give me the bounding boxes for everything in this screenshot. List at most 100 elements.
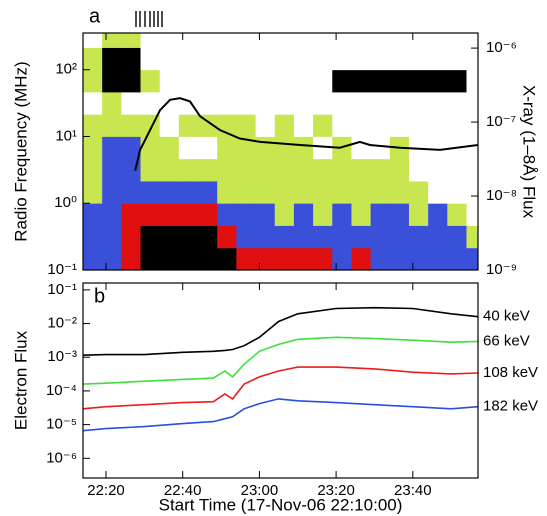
x-axis-title: Start Time (17-Nov-06 22:10:00) xyxy=(159,495,403,514)
series-line xyxy=(83,366,478,410)
x-tick-label: 23:20 xyxy=(317,482,355,499)
spectrogram-cell xyxy=(313,33,333,48)
spectrogram-cell xyxy=(370,114,391,137)
spectrogram-cell xyxy=(255,47,276,71)
xray-line xyxy=(134,97,478,171)
spectrogram-cell xyxy=(121,114,141,137)
spectrogram-cell xyxy=(255,91,276,115)
spectrogram-cell xyxy=(351,247,372,270)
spectrogram-cell xyxy=(293,203,314,226)
spectrogram-cell xyxy=(447,91,467,115)
spectrogram-cell xyxy=(178,69,199,93)
series-label: 108 keV xyxy=(483,364,538,381)
spectrogram-cell xyxy=(274,69,295,93)
spectrogram-cell xyxy=(466,114,478,137)
spectrogram-cell xyxy=(217,47,237,71)
spectrogram-cell xyxy=(313,247,333,270)
spectrogram-cell xyxy=(293,158,314,182)
x-tick-label: 23:00 xyxy=(241,482,279,499)
panel-frame xyxy=(82,282,479,479)
spectrogram-cell xyxy=(408,225,429,249)
spectrogram-cell xyxy=(447,181,467,204)
spectrogram-cell xyxy=(159,136,180,160)
spectrogram-cell xyxy=(313,181,333,204)
spectrogram-cell xyxy=(370,47,391,71)
spectrogram-cell xyxy=(428,247,448,270)
spectrogram-cell xyxy=(351,47,372,71)
spectrogram-cell xyxy=(83,33,103,48)
spectrogram-cell xyxy=(83,69,103,93)
spectrogram-cell xyxy=(428,114,448,137)
spectrogram-cell xyxy=(274,158,295,182)
spectrogram-cell xyxy=(408,33,429,48)
spectrogram-cell xyxy=(332,47,352,71)
spectrogram-cell xyxy=(466,158,478,182)
spectrogram-cell xyxy=(351,91,372,115)
spectrogram-cell xyxy=(332,203,352,226)
spectrogram-cell xyxy=(466,181,478,204)
spectrogram-cell xyxy=(428,69,448,93)
series-label: 40 keV xyxy=(483,308,530,325)
spectrogram-cell xyxy=(198,91,218,115)
spectrogram-cell xyxy=(159,69,180,93)
spectrogram-cell xyxy=(255,158,276,182)
spectrogram-cell xyxy=(274,247,295,270)
panel-label: b xyxy=(94,285,105,307)
spectrogram-cell xyxy=(274,33,295,48)
spectrogram-cell xyxy=(198,225,218,249)
spectrogram-cell xyxy=(408,91,429,115)
spectrogram-cell xyxy=(408,158,429,182)
spectrogram-cell xyxy=(370,225,391,249)
spectrogram xyxy=(83,33,478,270)
spectrogram-cell xyxy=(83,136,103,160)
spectrogram-cell xyxy=(140,203,161,226)
spectrogram-cell xyxy=(389,181,410,204)
y2-tick-label: 10⁻⁸ xyxy=(486,187,517,204)
spectrogram-cell xyxy=(217,247,237,270)
spectrogram-cell xyxy=(83,47,103,71)
spectrogram-cell xyxy=(140,69,161,93)
spectrogram-cell xyxy=(217,225,237,249)
spectrogram-cell xyxy=(121,136,141,160)
panel-frame xyxy=(82,32,479,271)
spectrogram-cell xyxy=(121,203,141,226)
spectrogram-cell xyxy=(332,247,352,270)
spectrogram-cell xyxy=(447,114,467,137)
spectrogram-cell xyxy=(293,225,314,249)
spectrogram-cell xyxy=(121,69,141,93)
spectrogram-cell xyxy=(389,114,410,137)
spectrogram-cell xyxy=(447,158,467,182)
spectrogram-cell xyxy=(428,47,448,71)
spectrogram-cell xyxy=(274,114,295,137)
spectrogram-cell xyxy=(332,181,352,204)
spectrogram-cell xyxy=(178,203,199,226)
spectrogram-cell xyxy=(313,158,333,182)
spectrogram-cell xyxy=(159,203,180,226)
spectrogram-cell xyxy=(140,47,161,71)
spectrogram-cell xyxy=(466,203,478,226)
spectrogram-cell xyxy=(102,33,122,48)
spectrogram-cell xyxy=(83,158,103,182)
y-tick-label: 10⁻⁶ xyxy=(46,449,77,466)
spectrogram-cell xyxy=(217,33,237,48)
spectrogram-cell xyxy=(121,33,141,48)
spectrogram-cell xyxy=(178,136,199,160)
spectrogram-cell xyxy=(370,203,391,226)
spectrogram-cell xyxy=(121,47,141,71)
y-tick-label: 10⁻¹ xyxy=(47,261,77,278)
spectrogram-cell xyxy=(466,247,478,270)
spectrogram-cell xyxy=(198,158,218,182)
spectrogram-cell xyxy=(102,69,122,93)
spectrogram-cell xyxy=(159,247,180,270)
y-tick-label: 10⁻² xyxy=(47,315,77,332)
spectrogram-cell xyxy=(236,33,256,48)
spectrogram-cell xyxy=(178,158,199,182)
spectrogram-cell xyxy=(408,203,429,226)
spectrogram-cell xyxy=(140,225,161,249)
spectrogram-cell xyxy=(389,158,410,182)
spectrogram-cell xyxy=(140,247,161,270)
spectrogram-cell xyxy=(102,47,122,71)
spectrogram-cell xyxy=(178,247,199,270)
spectrogram-cell xyxy=(370,91,391,115)
spectrogram-cell xyxy=(313,47,333,71)
